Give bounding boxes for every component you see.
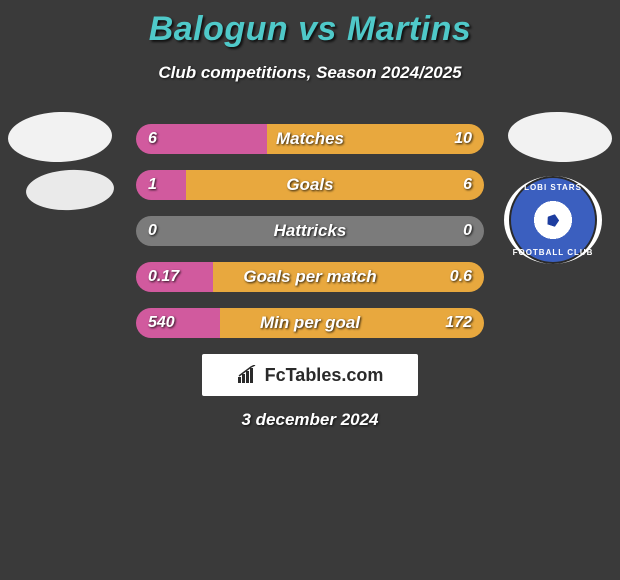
- stat-row: Hattricks00: [136, 216, 484, 246]
- stat-bar-left: [136, 124, 267, 154]
- stat-bar-track: [136, 262, 484, 292]
- player-left-avatar: [7, 110, 113, 164]
- stat-bar-right: [186, 170, 484, 200]
- crest-ball-icon: [535, 202, 571, 238]
- stat-bar-neutral: [136, 216, 484, 246]
- source-logo: FcTables.com: [202, 354, 418, 396]
- page-title: Balogun vs Martins: [0, 0, 620, 49]
- subtitle: Club competitions, Season 2024/2025: [0, 63, 620, 83]
- stat-row: Goals16: [136, 170, 484, 200]
- stat-row: Matches610: [136, 124, 484, 154]
- stat-bar-right: [213, 262, 484, 292]
- crest-text-bottom: FOOTBALL CLUB: [511, 248, 595, 257]
- stat-bar-left: [136, 170, 186, 200]
- stat-bar-left: [136, 308, 220, 338]
- comparison-infographic: Balogun vs Martins Club competitions, Se…: [0, 0, 620, 580]
- source-logo-text: FcTables.com: [265, 365, 384, 386]
- stat-bar-track: [136, 308, 484, 338]
- date-label: 3 december 2024: [0, 410, 620, 430]
- stat-bar-right: [220, 308, 484, 338]
- stat-bar-track: [136, 124, 484, 154]
- bar-chart-icon: [237, 365, 259, 385]
- crest-text-top: LOBI STARS: [511, 183, 595, 192]
- club-left-badge: [25, 168, 115, 213]
- stat-bar-right: [267, 124, 485, 154]
- stat-bar-left: [136, 262, 213, 292]
- player-right-avatar: [507, 110, 613, 164]
- stats-panel: Matches610 Goals16 Hattricks00 Goals per ma…: [136, 124, 484, 354]
- stat-bar-track: [136, 170, 484, 200]
- stat-row: Min per goal540172: [136, 308, 484, 338]
- club-right-badge: LOBI STARS FOOTBALL CLUB: [504, 176, 602, 264]
- stat-bar-track: [136, 216, 484, 246]
- stat-row: Goals per match0.170.6: [136, 262, 484, 292]
- lobi-stars-crest: LOBI STARS FOOTBALL CLUB: [509, 176, 597, 264]
